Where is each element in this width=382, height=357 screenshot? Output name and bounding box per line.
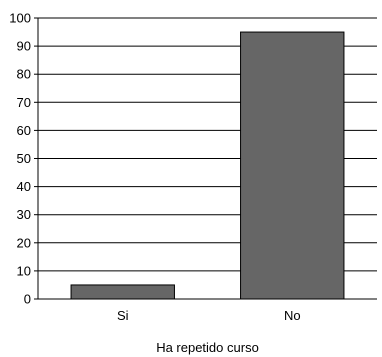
- y-tick-label-90: 90: [17, 39, 31, 54]
- y-tick-label-10: 10: [17, 263, 31, 278]
- y-tick-label-0: 0: [24, 292, 31, 307]
- y-tick-label-70: 70: [17, 95, 31, 110]
- y-tick-label-60: 60: [17, 123, 31, 138]
- y-tick-label-20: 20: [17, 235, 31, 250]
- x-axis-title: Ha repetido curso: [156, 340, 259, 355]
- bar-si: [70, 284, 175, 300]
- y-tick-label-40: 40: [17, 179, 31, 194]
- y-tick-label-100: 100: [9, 11, 31, 26]
- bars: [70, 31, 345, 300]
- x-tick-label-si: Si: [117, 308, 129, 323]
- y-tick-labels: 0 10 20 30 40 50 60 70 80 90 100: [9, 11, 38, 307]
- x-tick-labels: Si No: [117, 308, 301, 323]
- gridlines: [38, 17, 377, 272]
- y-tick-label-50: 50: [17, 151, 31, 166]
- y-tick-label-80: 80: [17, 67, 31, 82]
- y-tick-label-30: 30: [17, 207, 31, 222]
- bar-no: [240, 31, 345, 300]
- x-tick-label-no: No: [284, 308, 301, 323]
